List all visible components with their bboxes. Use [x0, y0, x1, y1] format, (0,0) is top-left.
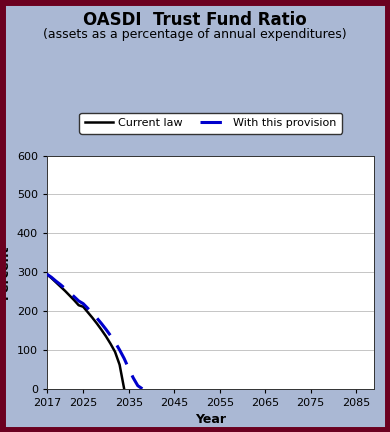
Y-axis label: Percent: Percent — [0, 245, 11, 299]
Text: (assets as a percentage of annual expenditures): (assets as a percentage of annual expend… — [43, 28, 347, 41]
Legend: Current law, With this provision: Current law, With this provision — [80, 113, 342, 133]
X-axis label: Year: Year — [195, 413, 226, 426]
Text: OASDI  Trust Fund Ratio: OASDI Trust Fund Ratio — [83, 11, 307, 29]
